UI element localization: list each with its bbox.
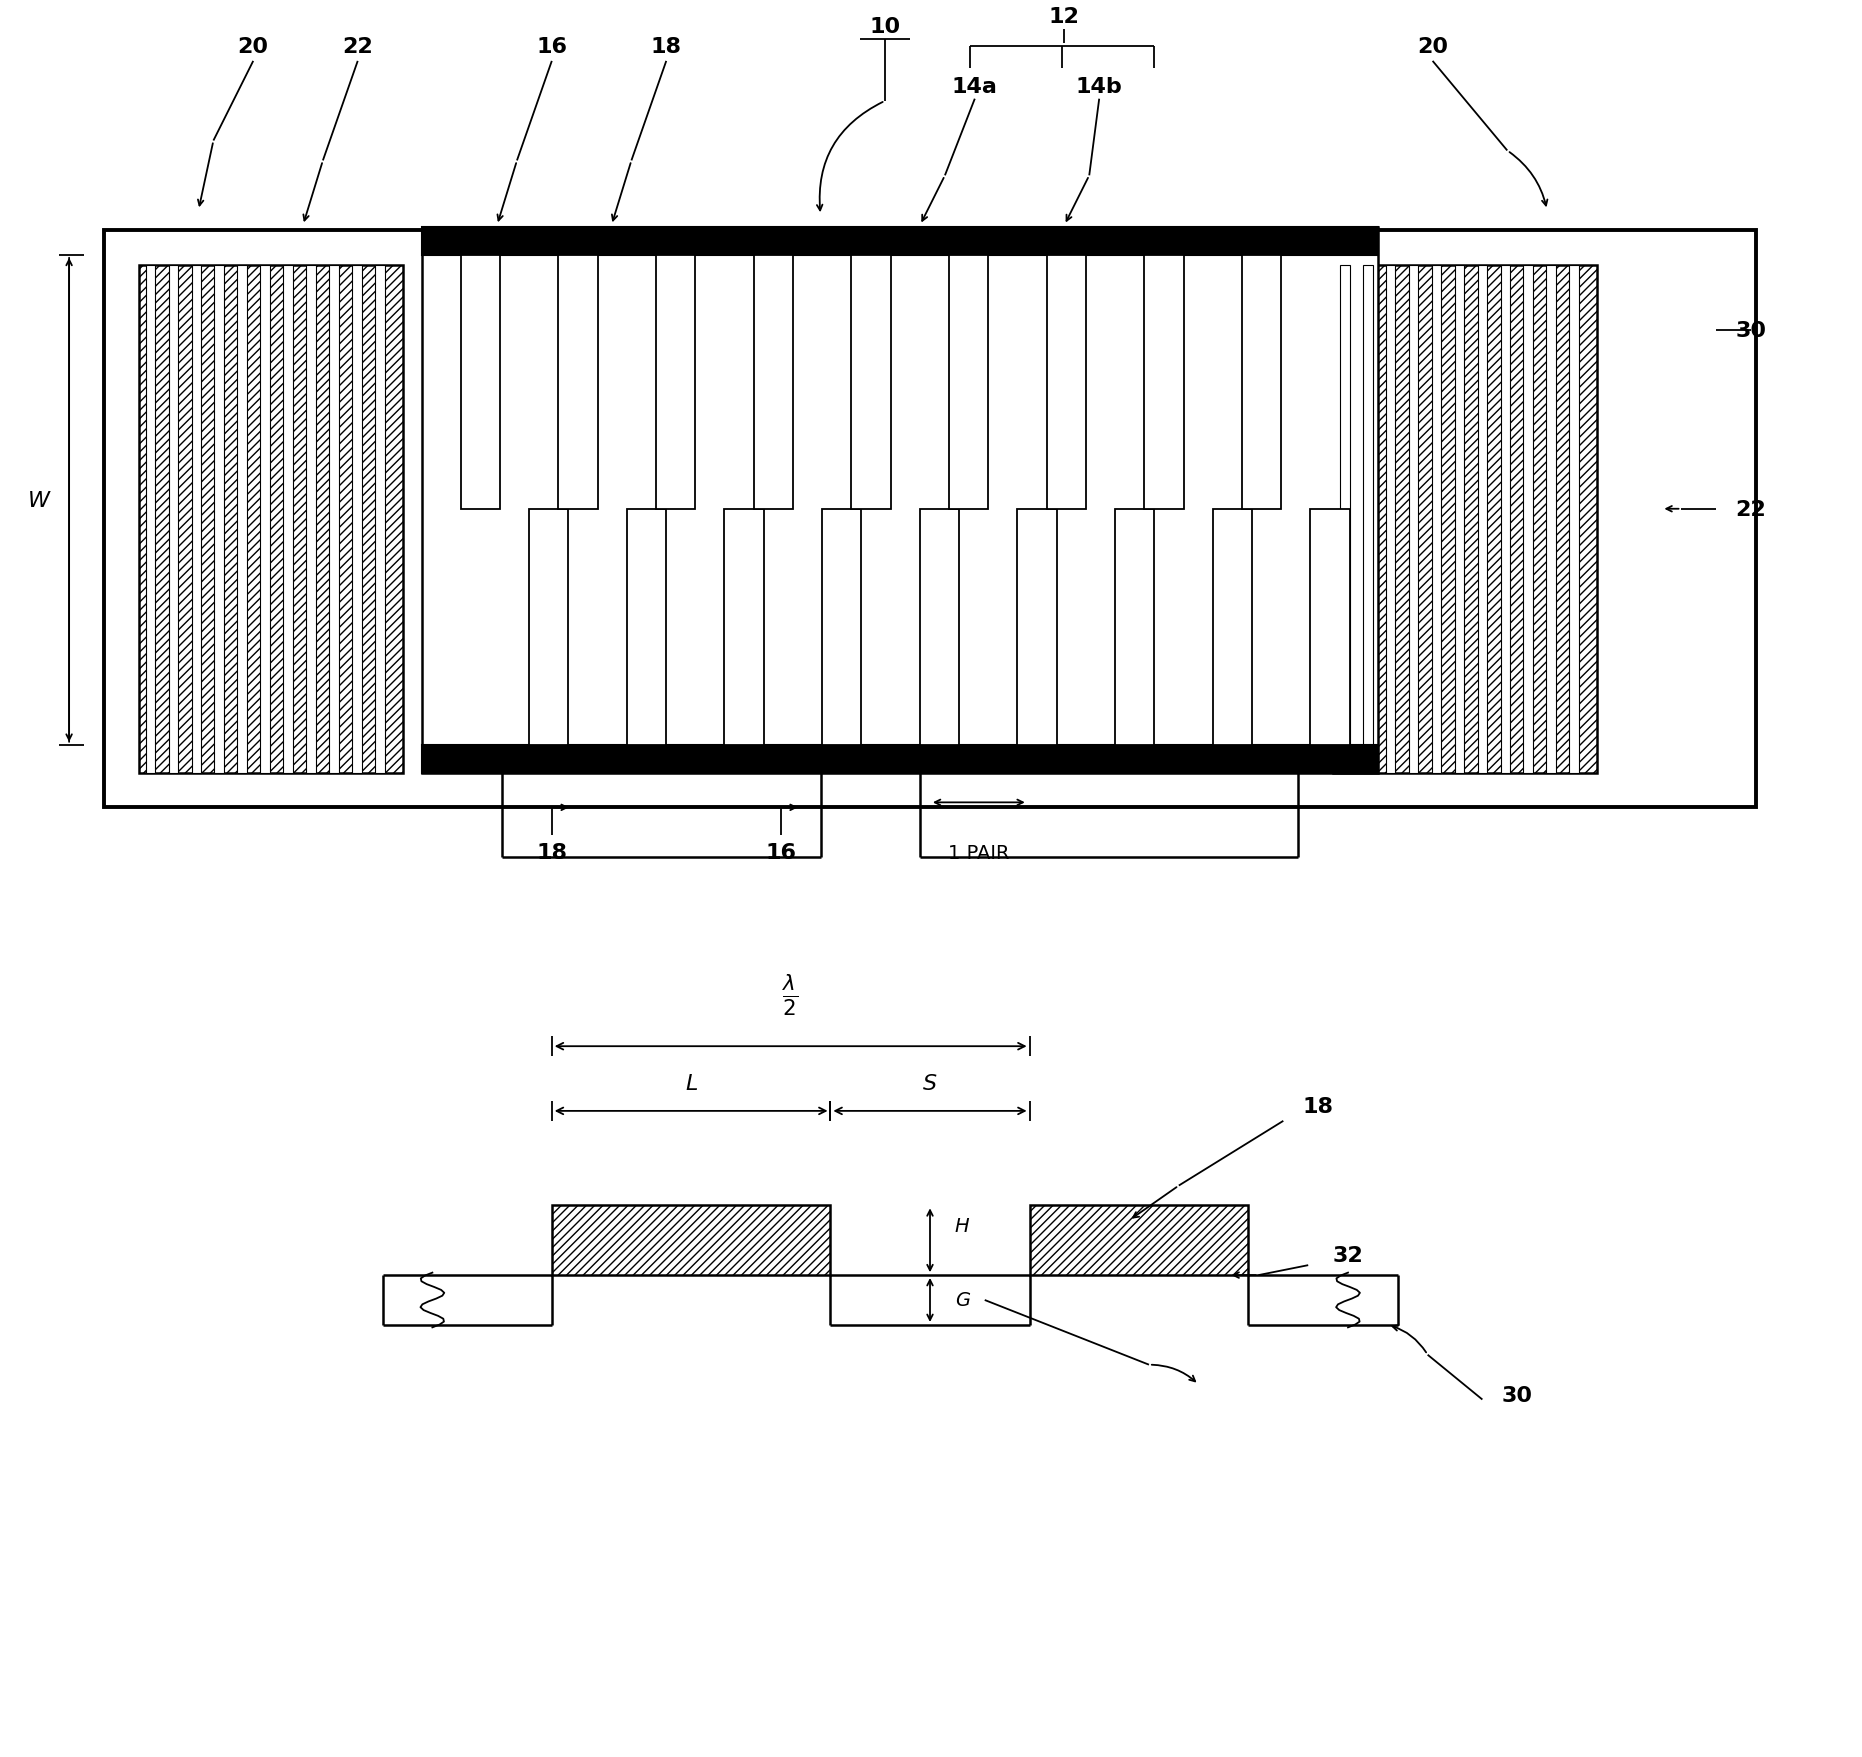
Text: H: H [955,1216,970,1235]
Bar [851,257,890,510]
Text: 16: 16 [765,843,797,863]
Bar [1363,265,1372,773]
Bar [1017,510,1058,745]
Bar [1145,257,1184,510]
Text: 12: 12 [1048,7,1080,26]
Bar [214,265,223,773]
Bar [1333,265,1598,773]
Bar [283,265,292,773]
Bar [423,228,1378,257]
Bar [950,257,989,510]
Text: $\frac{\lambda}{2}$: $\frac{\lambda}{2}$ [782,972,799,1017]
Bar [423,257,1378,745]
Text: 20: 20 [238,37,268,56]
Bar [145,265,155,773]
Bar [529,510,568,745]
Text: S: S [924,1074,937,1093]
Bar [655,257,695,510]
Bar [261,265,270,773]
Bar [1454,265,1464,773]
Bar [104,230,1756,808]
Text: 14a: 14a [951,77,998,97]
Bar [423,228,1378,773]
Text: W: W [28,490,50,511]
Bar [1523,265,1532,773]
Bar [305,265,317,773]
Bar [352,265,361,773]
Bar [330,265,339,773]
Bar [1030,1205,1249,1276]
Text: 32: 32 [1333,1246,1363,1265]
Bar [423,745,1378,773]
Bar [1212,510,1251,745]
Text: 30: 30 [1503,1385,1532,1406]
Bar [559,257,598,510]
Bar [551,1205,830,1276]
Bar [724,510,763,745]
Text: G: G [955,1291,970,1309]
Bar [1478,265,1488,773]
Bar [823,510,862,745]
Text: 18: 18 [536,843,568,863]
Bar [1341,265,1350,773]
Bar [169,265,179,773]
Bar [1501,265,1510,773]
Bar [627,510,667,745]
Text: 20: 20 [1417,37,1449,56]
Bar [1311,510,1350,745]
Bar [374,265,385,773]
Bar [236,265,248,773]
Bar [192,265,201,773]
Text: 18: 18 [1303,1096,1333,1116]
Bar [1570,265,1579,773]
Bar [920,510,959,745]
Text: 30: 30 [1735,320,1767,341]
Text: 10: 10 [870,18,901,37]
Bar [1242,257,1281,510]
Bar [460,257,501,510]
Bar [1115,510,1154,745]
Bar [754,257,793,510]
Bar [140,265,402,773]
Text: 1 PAIR: 1 PAIR [948,843,1009,863]
Bar [1432,265,1441,773]
Bar [1385,265,1395,773]
Bar [1545,265,1557,773]
Text: L: L [685,1074,698,1093]
Text: 16: 16 [536,37,568,56]
Text: 22: 22 [343,37,372,56]
Bar [1410,265,1419,773]
Text: 22: 22 [1735,499,1767,520]
Text: 14b: 14b [1076,77,1123,97]
Bar [1046,257,1086,510]
Text: 18: 18 [650,37,681,56]
